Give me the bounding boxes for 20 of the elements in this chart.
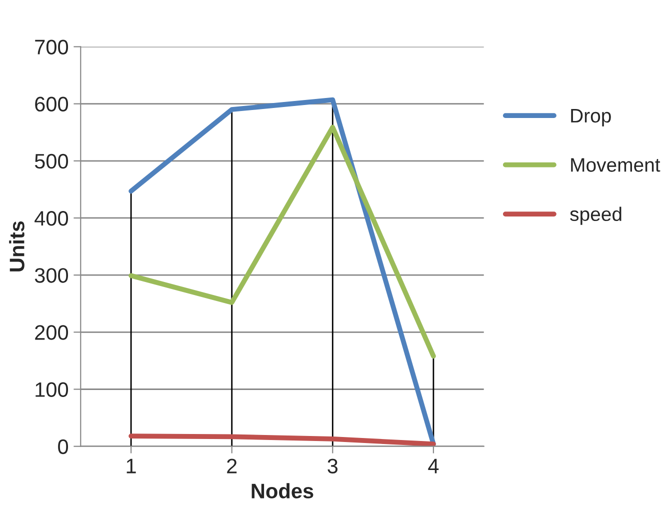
y-tick-label: 400 <box>34 210 68 226</box>
x-axis-title: Nodes <box>252 483 314 498</box>
x-tick-label: 2 <box>227 458 237 474</box>
y-tick-label: 500 <box>34 154 68 169</box>
y-tick-label: 100 <box>36 382 68 398</box>
line-series <box>128 97 436 446</box>
legend-label: Movement <box>571 158 660 172</box>
x-tick-label: 1 <box>126 458 136 474</box>
legend-label: speed <box>570 206 622 225</box>
line-series <box>128 124 436 359</box>
y-tick-label: 600 <box>35 96 68 112</box>
y-tick-label: 0 <box>58 439 68 454</box>
legend-label: Drop <box>571 109 611 126</box>
y-tick-label: 300 <box>34 268 68 283</box>
y-tick-label: 200 <box>35 325 68 340</box>
y-tick-label: 700 <box>35 40 68 54</box>
y-axis-title: Units <box>9 221 24 272</box>
x-tick-label: 3 <box>328 458 338 474</box>
x-tick-label: 4 <box>428 458 439 474</box>
line-series <box>128 434 436 446</box>
